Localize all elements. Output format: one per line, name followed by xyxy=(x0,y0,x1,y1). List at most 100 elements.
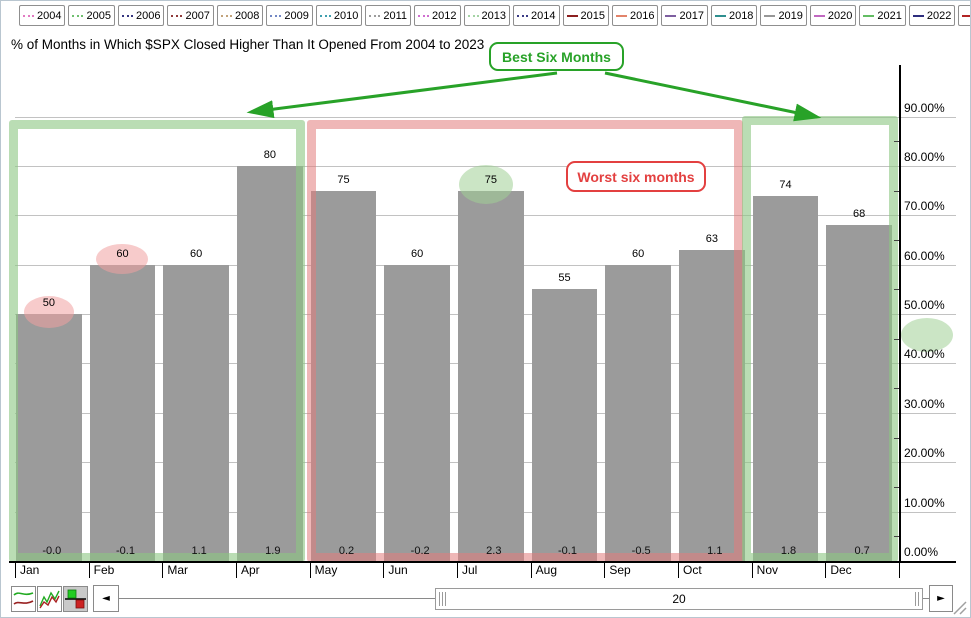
year-series-marker xyxy=(319,14,331,17)
year-series-marker xyxy=(665,14,677,17)
mountain-line-chart-icon[interactable] xyxy=(37,586,62,612)
thumb-grip xyxy=(445,592,446,606)
year-toggle-2009[interactable]: 2009 xyxy=(266,5,313,26)
year-series-marker xyxy=(863,14,875,17)
year-label: 2015 xyxy=(580,9,605,22)
thumb-grip xyxy=(439,592,440,606)
y-axis-label: 30.00% xyxy=(904,396,945,411)
year-toggle-2007[interactable]: 2007 xyxy=(167,5,214,26)
avg-change-Oct: 1.1 xyxy=(707,545,723,557)
scroll-right-button[interactable]: ► xyxy=(929,585,953,612)
y-axis-minor-tick xyxy=(894,388,899,390)
year-label: 2007 xyxy=(185,9,210,22)
bar-value-Mar: 60 xyxy=(190,247,203,260)
year-toggle-2010[interactable]: 2010 xyxy=(315,5,363,26)
avg-change-Aug: -0.1 xyxy=(558,545,577,557)
feb-value-highlight xyxy=(96,244,148,274)
month-tick xyxy=(751,561,753,578)
smooth-line-chart-icon[interactable] xyxy=(11,586,36,612)
y-axis-minor-tick xyxy=(894,141,899,143)
bar-value-Apr: 80 xyxy=(263,148,276,161)
worst-six-months-label: Worst six months xyxy=(577,168,695,185)
bar-Aug xyxy=(531,289,598,561)
bar-value-Oct: 63 xyxy=(705,232,718,245)
year-label: 2018 xyxy=(728,9,754,22)
worst-six-months-callout: Worst six months xyxy=(566,161,706,192)
avg-change-Sep: -0.5 xyxy=(631,545,651,557)
year-series-marker xyxy=(72,14,84,17)
month-label-Feb: Feb xyxy=(93,563,115,577)
y-axis-minor-tick xyxy=(894,486,899,488)
year-series-marker xyxy=(418,14,430,17)
y-axis-label: 50.00% xyxy=(904,298,945,313)
thumb-grip xyxy=(915,592,916,606)
bar-Jun xyxy=(384,264,450,561)
year-toggle-2011[interactable]: 2011 xyxy=(365,5,412,26)
bar-value-Nov: 74 xyxy=(779,178,792,191)
bar-Dec xyxy=(826,225,892,561)
year-label: 2014 xyxy=(531,9,556,22)
mountain-line-chart-glyph xyxy=(39,590,60,609)
bar-Jan xyxy=(16,314,82,561)
year-toggle-2021[interactable]: 2021 xyxy=(859,5,906,26)
thumb-grip xyxy=(442,592,443,606)
jan-value-highlight xyxy=(24,296,74,328)
bar-Nov xyxy=(752,195,819,561)
bar-value-Dec: 68 xyxy=(853,208,866,221)
bar-value-Jul: 75 xyxy=(484,173,497,186)
year-toggle-2015[interactable]: 2015 xyxy=(562,5,609,26)
avg-change-Dec: 0.7 xyxy=(854,545,870,557)
year-toggle-2005[interactable]: 2005 xyxy=(68,5,115,26)
bar-value-Feb: 60 xyxy=(116,247,129,260)
year-legend-bar: 2004 2005 2006 2007 2008 2009 2010 2011 2012 2013… xyxy=(19,5,970,29)
year-toggle-2018[interactable]: 2018 xyxy=(710,5,758,26)
month-tick xyxy=(383,561,385,578)
year-label: 2019 xyxy=(778,9,803,22)
year-toggle-2023[interactable]: 2023 xyxy=(958,5,970,26)
year-toggle-2020[interactable]: 2020 xyxy=(809,5,857,26)
scrollbar-thumb[interactable]: 20 xyxy=(435,588,923,610)
bar-style-icon[interactable] xyxy=(63,586,88,612)
year-label: 2011 xyxy=(383,9,408,22)
bar-value-Sep: 60 xyxy=(632,247,645,260)
month-label-Sep: Sep xyxy=(609,563,631,577)
year-toggle-2013[interactable]: 2013 xyxy=(463,5,511,26)
gridline-90.00% xyxy=(15,116,956,118)
bar-value-Jan: 50 xyxy=(42,297,55,310)
year-series-marker xyxy=(962,14,970,17)
year-toggle-2019[interactable]: 2019 xyxy=(760,5,807,26)
year-toggle-2014[interactable]: 2014 xyxy=(513,5,560,26)
bar-May xyxy=(310,190,377,561)
jul-value-highlight xyxy=(459,165,513,204)
resize-grip-icon[interactable] xyxy=(951,599,969,617)
y-axis-label: 40.00% xyxy=(904,347,945,362)
month-tick xyxy=(162,561,164,578)
chart-title: % of Months in Which $SPX Closed Higher … xyxy=(11,37,485,52)
year-label: 2004 xyxy=(37,9,62,22)
axis-43pct-highlight xyxy=(901,318,953,352)
bar-Sep xyxy=(605,264,671,561)
best-six-months-left xyxy=(9,120,305,562)
year-toggle-2006[interactable]: 2006 xyxy=(117,5,165,26)
year-label: 2017 xyxy=(679,9,704,22)
avg-change-Jul: 2.3 xyxy=(486,545,502,557)
year-toggle-2017[interactable]: 2017 xyxy=(661,5,708,26)
avg-change-Apr: 1.9 xyxy=(265,545,281,557)
best-six-months-label: Best Six Months xyxy=(502,48,611,65)
worst-six-months xyxy=(307,120,743,562)
y-axis-label: 90.00% xyxy=(904,100,945,115)
year-toggle-2004[interactable]: 2004 xyxy=(19,5,66,26)
year-toggle-2022[interactable]: 2022 xyxy=(908,5,956,26)
scroll-left-button[interactable]: ◄ xyxy=(93,585,119,612)
month-label-Jul: Jul xyxy=(462,563,478,577)
month-label-Nov: Nov xyxy=(756,563,778,577)
bar-Apr xyxy=(237,165,303,561)
scrollbar-value: 20 xyxy=(672,592,686,606)
year-toggle-2012[interactable]: 2012 xyxy=(414,5,461,26)
month-label-Jan: Jan xyxy=(20,563,40,577)
bar-style-glyph xyxy=(65,589,86,609)
year-toggle-2008[interactable]: 2008 xyxy=(216,5,264,26)
year-toggle-2016[interactable]: 2016 xyxy=(611,5,659,26)
